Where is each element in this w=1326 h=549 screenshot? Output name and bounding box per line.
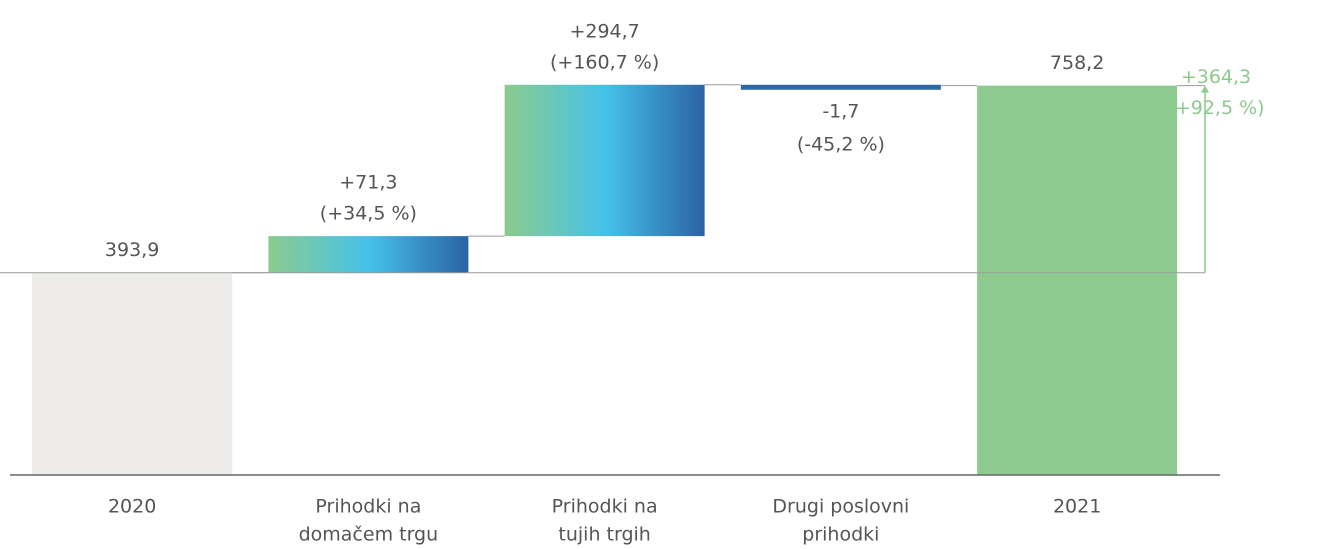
change-label: +364,3 bbox=[1181, 66, 1251, 88]
percent-label: (+160,7 %) bbox=[550, 51, 659, 73]
bar bbox=[977, 85, 1178, 475]
value-label: +294,7 bbox=[569, 20, 639, 42]
bar bbox=[740, 84, 941, 90]
value-label: 393,9 bbox=[105, 239, 159, 261]
x-tick-label: 2021 bbox=[1053, 496, 1101, 518]
bar bbox=[268, 236, 469, 273]
x-tick-label: 2020 bbox=[108, 496, 156, 518]
x-tick-label: Prihodki na bbox=[552, 496, 658, 518]
bar bbox=[32, 272, 233, 475]
x-tick-label: tujih trgih bbox=[558, 524, 650, 546]
percent-label: (-45,2 %) bbox=[797, 133, 885, 155]
x-tick-label: Prihodki na bbox=[315, 496, 421, 518]
value-label: 758,2 bbox=[1050, 52, 1104, 74]
change-percent-label: (+92,5 %) bbox=[1167, 97, 1264, 119]
value-label: +71,3 bbox=[339, 172, 397, 194]
arrow-head bbox=[1201, 85, 1209, 93]
percent-label: (+34,5 %) bbox=[320, 203, 417, 225]
x-tick-label: Drugi poslovni bbox=[772, 496, 909, 518]
x-tick-label: prihodki bbox=[802, 524, 879, 546]
value-label: -1,7 bbox=[822, 100, 859, 122]
x-tick-label: domačem trgu bbox=[299, 524, 439, 546]
bar bbox=[504, 84, 705, 237]
